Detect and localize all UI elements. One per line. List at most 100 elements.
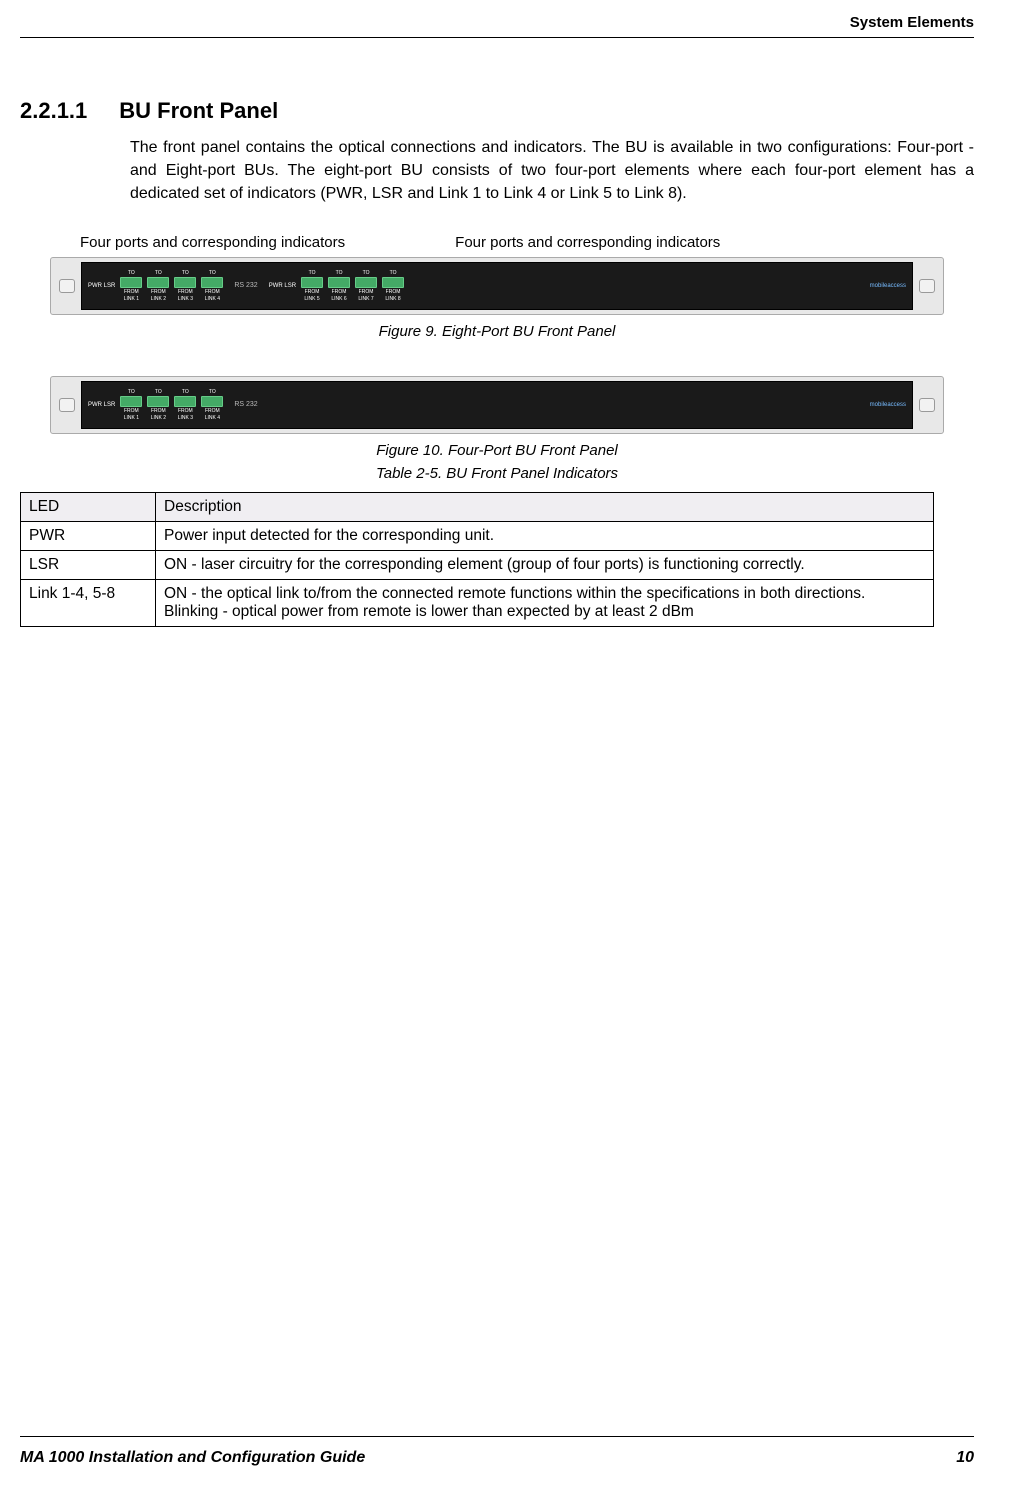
port-link-label: LINK 8 xyxy=(385,296,400,302)
td-led: LSR xyxy=(21,550,156,579)
port-link-label: LINK 3 xyxy=(178,415,193,421)
port-link-label: LINK 6 xyxy=(331,296,346,302)
four-port-panel: PWR LSR TOFROMLINK 1 TOFROMLINK 2 TOFROM… xyxy=(50,376,944,434)
connector-icon xyxy=(301,277,323,288)
panel-face: PWR LSR TOFROMLINK 1 TOFROMLINK 2 TOFROM… xyxy=(81,262,913,310)
eight-port-panel: PWR LSR TOFROMLINK 1 TOFROMLINK 2 TOFROM… xyxy=(50,257,944,315)
screw-icon xyxy=(919,279,935,293)
port-from-label: FROM xyxy=(359,289,374,295)
port-labels-row: Four ports and corresponding indicators … xyxy=(80,234,974,251)
port-label-left: Four ports and corresponding indicators xyxy=(80,234,345,251)
header-rule xyxy=(20,37,974,38)
port-link-label: LINK 4 xyxy=(205,415,220,421)
connector-icon xyxy=(328,277,350,288)
table-header-row: LED Description xyxy=(21,492,934,521)
port-link-label: LINK 1 xyxy=(124,415,139,421)
connector-icon xyxy=(174,396,196,407)
port-to-label: TO xyxy=(209,389,216,395)
port: TO FROMLINK 7 xyxy=(355,270,377,302)
td-desc: ON - the optical link to/from the connec… xyxy=(156,579,934,626)
port-from-label: FROM xyxy=(124,408,139,414)
brand-label: mobileaccess xyxy=(870,283,906,289)
running-header: System Elements xyxy=(20,14,974,31)
port-to-label: TO xyxy=(363,270,370,276)
screw-icon xyxy=(59,279,75,293)
port-to-label: TO xyxy=(182,270,189,276)
port-from-label: FROM xyxy=(151,289,166,295)
connector-icon xyxy=(201,396,223,407)
port-to-label: TO xyxy=(155,389,162,395)
port: TO FROMLINK 3 xyxy=(174,389,196,421)
port: TO FROMLINK 1 xyxy=(120,270,142,302)
figure9-caption: Figure 9. Eight-Port BU Front Panel xyxy=(20,323,974,340)
table-row: Link 1-4, 5-8 ON - the optical link to/f… xyxy=(21,579,934,626)
port-link-label: LINK 3 xyxy=(178,296,193,302)
port: TO FROMLINK 2 xyxy=(147,270,169,302)
connector-icon xyxy=(201,277,223,288)
connector-icon xyxy=(120,396,142,407)
footer-rule xyxy=(20,1436,974,1437)
port-from-label: FROM xyxy=(205,408,220,414)
port-from-label: FROM xyxy=(124,289,139,295)
rs232-label: RS 232 xyxy=(234,282,257,289)
brand-label: mobileaccess xyxy=(870,402,906,408)
connector-icon xyxy=(147,396,169,407)
port-to-label: TO xyxy=(336,270,343,276)
section-title: BU Front Panel xyxy=(119,98,278,123)
pwr-lsr-label: PWR LSR xyxy=(88,283,115,289)
td-desc: ON - laser circuitry for the correspondi… xyxy=(156,550,934,579)
port-to-label: TO xyxy=(128,270,135,276)
connector-icon xyxy=(120,277,142,288)
port-link-label: LINK 5 xyxy=(304,296,319,302)
connector-icon xyxy=(147,277,169,288)
port-link-label: LINK 2 xyxy=(151,296,166,302)
port-from-label: FROM xyxy=(178,408,193,414)
port-from-label: FROM xyxy=(151,408,166,414)
td-led: Link 1-4, 5-8 xyxy=(21,579,156,626)
connector-icon xyxy=(382,277,404,288)
port: TO FROMLINK 4 xyxy=(201,389,223,421)
connector-icon xyxy=(174,277,196,288)
port-link-label: LINK 2 xyxy=(151,415,166,421)
port-to-label: TO xyxy=(309,270,316,276)
th-led: LED xyxy=(21,492,156,521)
port-to-label: TO xyxy=(155,270,162,276)
th-desc: Description xyxy=(156,492,934,521)
port-to-label: TO xyxy=(182,389,189,395)
screw-icon xyxy=(59,398,75,412)
port-link-label: LINK 1 xyxy=(124,296,139,302)
panel-face: PWR LSR TOFROMLINK 1 TOFROMLINK 2 TOFROM… xyxy=(81,381,913,429)
port: TO FROMLINK 8 xyxy=(382,270,404,302)
pwr-lsr-label: PWR LSR xyxy=(88,402,115,408)
intro-paragraph: The front panel contains the optical con… xyxy=(130,136,974,206)
section-number: 2.2.1.1 xyxy=(20,98,87,124)
port-from-label: FROM xyxy=(332,289,347,295)
page-footer: MA 1000 Installation and Configuration G… xyxy=(20,1436,974,1467)
port: TO FROMLINK 2 xyxy=(147,389,169,421)
port: TO FROMLINK 5 xyxy=(301,270,323,302)
port-to-label: TO xyxy=(128,389,135,395)
td-desc: Power input detected for the correspondi… xyxy=(156,521,934,550)
port-from-label: FROM xyxy=(386,289,401,295)
rs232-label: RS 232 xyxy=(234,401,257,408)
port-label-right: Four ports and corresponding indicators xyxy=(455,234,720,251)
connector-icon xyxy=(355,277,377,288)
port-link-label: LINK 4 xyxy=(205,296,220,302)
port: TO FROMLINK 6 xyxy=(328,270,350,302)
port: TO FROMLINK 1 xyxy=(120,389,142,421)
table-row: LSR ON - laser circuitry for the corresp… xyxy=(21,550,934,579)
port: TOFROMLINK 3 xyxy=(174,270,196,302)
figure10-caption: Figure 10. Four-Port BU Front Panel xyxy=(20,442,974,459)
port-from-label: FROM xyxy=(305,289,320,295)
port-link-label: LINK 7 xyxy=(358,296,373,302)
footer-page-number: 10 xyxy=(956,1449,974,1467)
section-heading: 2.2.1.1 BU Front Panel xyxy=(20,98,974,124)
port: TOFROMLINK 4 xyxy=(201,270,223,302)
screw-icon xyxy=(919,398,935,412)
indicators-table: LED Description PWR Power input detected… xyxy=(20,492,934,627)
port-to-label: TO xyxy=(209,270,216,276)
footer-title: MA 1000 Installation and Configuration G… xyxy=(20,1449,365,1467)
pwr-lsr-label: PWR LSR xyxy=(269,283,296,289)
table-caption: Table 2-5. BU Front Panel Indicators xyxy=(20,465,974,482)
port-to-label: TO xyxy=(390,270,397,276)
